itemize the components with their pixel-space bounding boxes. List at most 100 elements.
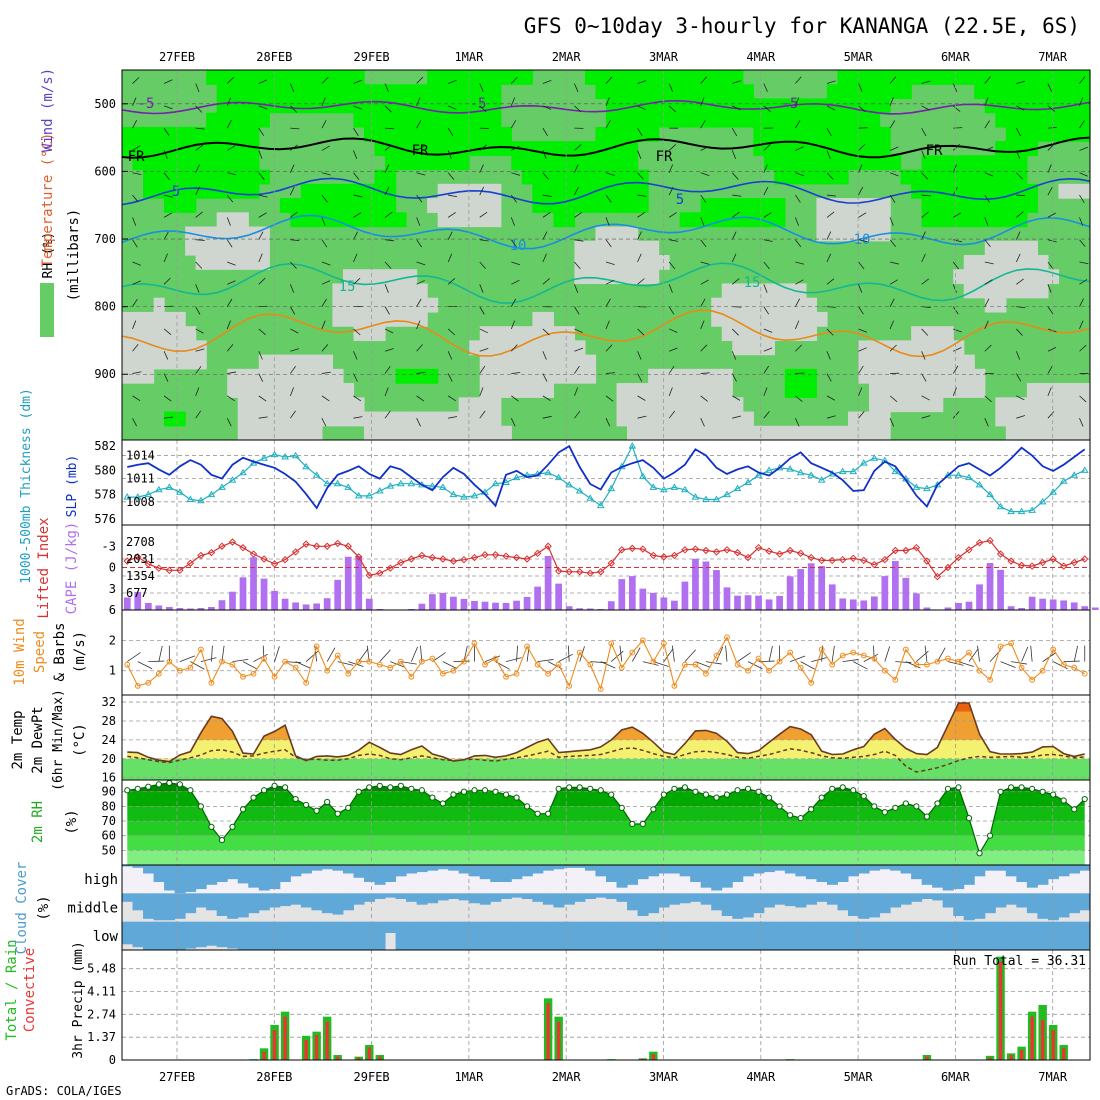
rh-cell — [616, 169, 628, 185]
rh-cell — [469, 198, 481, 213]
rh-cell — [490, 212, 502, 228]
wind-barb — [227, 261, 236, 266]
rh-cell — [784, 311, 796, 327]
wind-speed-point — [745, 667, 751, 674]
wind-barb — [258, 194, 268, 198]
rh-cell — [679, 425, 691, 441]
wind-speed-point — [408, 673, 415, 680]
rh-cell — [364, 283, 376, 299]
ylabel-wind-10m: 10m Wind — [12, 618, 28, 685]
wind-barb — [952, 365, 959, 374]
cloud-middle-bar — [143, 893, 155, 919]
wind-barb — [700, 239, 707, 248]
cloud-middle-bar — [553, 893, 565, 908]
rh-cell — [300, 183, 312, 199]
wind-barb — [163, 105, 173, 110]
rh-cell — [458, 141, 470, 156]
rh-band — [127, 835, 1085, 851]
rh-cell — [479, 397, 491, 413]
rh-cell — [1016, 240, 1028, 256]
wind-barb — [858, 365, 864, 374]
wind-barb — [731, 253, 737, 263]
rh-cell — [448, 411, 460, 427]
wind-barb — [447, 150, 452, 159]
rh-cell — [858, 141, 870, 156]
rh-cell — [353, 112, 365, 128]
wind-barb — [1016, 306, 1026, 309]
rh-cell — [563, 212, 576, 228]
rh-cell — [248, 240, 260, 256]
wind-barb — [416, 217, 421, 226]
rh-cell — [395, 425, 407, 441]
y-tick-label-rh: 90 — [102, 785, 116, 799]
rh-cell — [500, 354, 512, 370]
cloud-low-bar — [185, 921, 197, 949]
rh-cell — [995, 212, 1007, 228]
rh-cell — [1058, 112, 1070, 128]
rh-cell — [690, 397, 702, 413]
rh-cell — [174, 126, 186, 142]
rh-cell — [932, 198, 944, 213]
cloud-middle-bar — [521, 893, 533, 899]
cape-bar — [986, 563, 994, 610]
rh-cell — [237, 397, 249, 413]
rh-cell — [932, 368, 944, 384]
rh-cell — [921, 354, 933, 370]
rh-cell — [1037, 397, 1049, 413]
rh-cell — [858, 198, 870, 213]
rh-cell — [385, 212, 397, 228]
rh-cell — [1037, 283, 1049, 299]
rh-cell — [490, 84, 502, 100]
cloud-low-bar — [606, 921, 618, 950]
rh-point — [218, 836, 226, 844]
wind-barb — [605, 146, 615, 151]
cloud-high-bar — [932, 865, 944, 888]
wind-speed-point — [387, 664, 394, 671]
wind-barb — [763, 239, 773, 242]
wind-barb — [732, 395, 741, 401]
x-tick-label-bottom: 4MAR — [746, 1070, 776, 1084]
rh-cell — [216, 240, 228, 256]
cloud-high-bar — [248, 865, 260, 888]
lifted-index-point — [418, 551, 426, 560]
rh-cell — [174, 411, 186, 427]
cloud-low-bar — [395, 921, 407, 950]
wind-speed-point — [145, 679, 152, 686]
wind-barb — [668, 261, 676, 270]
rh-point — [439, 800, 447, 807]
cape-bar — [628, 576, 636, 610]
rh-cell — [300, 397, 312, 413]
wind-barb — [984, 279, 993, 285]
rh-cell — [258, 240, 270, 256]
rh-cell — [606, 155, 618, 171]
rh-cell — [1068, 397, 1081, 413]
wind-barb — [511, 261, 520, 266]
lifted-index-point — [1081, 555, 1089, 563]
rh-point — [1050, 791, 1057, 798]
rh-point — [702, 791, 710, 798]
y-tick-label-thickness: 578 — [94, 488, 116, 502]
y-tick-label-precip: 1.37 — [87, 1030, 116, 1044]
wind-barb — [668, 83, 674, 92]
wind-barb — [511, 279, 520, 285]
rh-cell — [1079, 411, 1091, 427]
rh-cell — [374, 84, 386, 100]
rh-cell — [584, 354, 597, 370]
rh-cell — [227, 141, 239, 156]
wind-barb — [921, 150, 926, 159]
rh-cell — [563, 198, 576, 213]
rh-cell — [995, 297, 1007, 313]
rh-cell — [237, 141, 249, 156]
wind-barb — [669, 239, 679, 242]
lifted-index-point — [597, 568, 605, 576]
rh-cell — [700, 98, 712, 114]
cape-bar — [471, 600, 478, 610]
rh-cell — [1016, 198, 1028, 213]
cloud-high-bar — [269, 865, 281, 890]
cloud-middle-bar — [584, 893, 596, 899]
wind-barb — [889, 320, 894, 330]
lifted-index-point — [333, 539, 342, 548]
wind-barb — [763, 212, 772, 218]
rh-cell — [953, 70, 965, 85]
wind-barb — [826, 127, 832, 137]
